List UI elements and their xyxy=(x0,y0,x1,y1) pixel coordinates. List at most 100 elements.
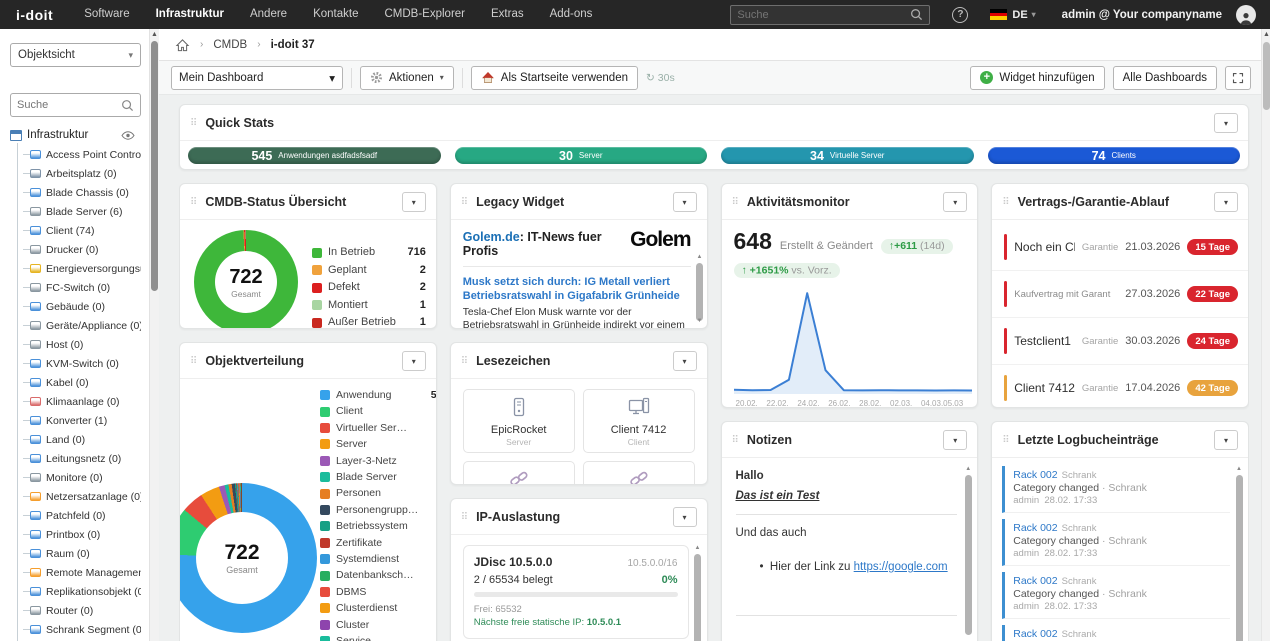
legend-item-in-betrieb[interactable]: In Betrieb 716 99% xyxy=(312,244,436,262)
legend-item-server[interactable]: Server 30 4% xyxy=(320,436,436,452)
tree-item-netzersatzanlage-0[interactable]: Netzersatzanlage (0) xyxy=(16,487,141,506)
legend-item-defekt[interactable]: Defekt 2 <1% xyxy=(312,279,436,297)
legend-item-service[interactable]: Service 1 <1% xyxy=(320,633,436,641)
legend-item-blade-server[interactable]: Blade Server 6 <1% xyxy=(320,469,436,485)
nav-item-cmdb-explorer[interactable]: CMDB-Explorer xyxy=(384,8,465,20)
tree-item-kabel-0[interactable]: Kabel (0) xyxy=(16,373,141,392)
drag-handle-icon[interactable]: ⠿ xyxy=(731,196,739,208)
log-object-link[interactable]: Rack 002 xyxy=(1013,628,1058,640)
legend-item-systemdienst[interactable]: Systemdienst 1 <1% xyxy=(320,551,436,567)
sidebar-scrollbar[interactable]: ▲ xyxy=(150,29,159,641)
tree-item-remote-management-c[interactable]: Remote Management C… xyxy=(16,563,141,582)
log-object-link[interactable]: Rack 002 xyxy=(1013,575,1058,587)
quickstat-pill-server[interactable]: 30 Server xyxy=(454,147,707,164)
legend-item-clusterdienst[interactable]: Clusterdienst 1 <1% xyxy=(320,600,436,616)
nav-item-andere[interactable]: Andere xyxy=(249,8,288,20)
drag-handle-icon[interactable]: ⠿ xyxy=(460,511,469,523)
widget-menu-button[interactable]: ▾ xyxy=(672,351,697,371)
object-view-select[interactable]: Objektsicht ▾ xyxy=(10,43,141,67)
tree-item-schrank-segment-0[interactable]: Schrank Segment (0) xyxy=(16,620,141,639)
page-scrollbar-thumb[interactable] xyxy=(1263,42,1270,110)
tree-item-host-0[interactable]: Host (0) xyxy=(16,335,141,354)
scroll-up-icon[interactable]: ▲ xyxy=(151,31,158,38)
nav-item-kontakte[interactable]: Kontakte xyxy=(313,8,359,20)
tree-item-land-0[interactable]: Land (0) xyxy=(16,430,141,449)
avatar[interactable] xyxy=(1236,4,1256,25)
tree-item-router-0[interactable]: Router (0) xyxy=(16,601,141,620)
legend-item-virtueller-ser[interactable]: Virtueller Ser… 34 5% xyxy=(320,420,436,436)
tree-item-blade-server-6[interactable]: Blade Server (6) xyxy=(16,202,141,221)
sidebar-search-input[interactable] xyxy=(17,99,121,111)
bookmark-google[interactable]: Google google.com xyxy=(582,461,695,484)
widget-menu-button[interactable]: ▾ xyxy=(943,192,968,212)
home-icon[interactable] xyxy=(175,38,190,52)
widget-menu-button[interactable]: ▾ xyxy=(1214,192,1238,212)
eye-icon[interactable] xyxy=(121,130,135,140)
widget-menu-button[interactable]: ▾ xyxy=(1214,430,1238,450)
bookmark-client-7412[interactable]: Client 7412 Client xyxy=(582,389,695,453)
global-search[interactable] xyxy=(730,4,931,25)
nav-item-software[interactable]: Software xyxy=(84,8,130,20)
set-startpage-button[interactable]: Als Startseite verwenden xyxy=(470,65,638,90)
dashboard-select[interactable]: Mein Dashboard ▾ xyxy=(171,65,343,90)
log-object-link[interactable]: Rack 002 xyxy=(1013,469,1058,481)
sidebar-search[interactable] xyxy=(10,93,141,117)
contract-row-client-7412[interactable]: Client 7412 Garantie 17.04.2026 42 Tage xyxy=(992,365,1248,407)
notes-scrollbar[interactable]: ▲ xyxy=(964,466,972,641)
legend-item-cluster[interactable]: Cluster 1 <1% xyxy=(320,617,436,633)
legend-item-dbms[interactable]: DBMS 1 <1% xyxy=(320,584,436,600)
tree-item-printbox-0[interactable]: Printbox (0) xyxy=(16,525,141,544)
help-icon[interactable]: ? xyxy=(952,6,969,23)
bookmark-epicrocket[interactable]: EpicRocket Server xyxy=(462,389,575,453)
legend-item-zertifikate[interactable]: Zertifikate 1 <1% xyxy=(320,535,436,551)
quickstat-pill-virtuelle-server[interactable]: 34 Virtuelle Server xyxy=(721,147,974,164)
quickstat-pill-clients[interactable]: 74 Clients xyxy=(987,147,1240,164)
tree-item-monitore-0[interactable]: Monitore (0) xyxy=(16,468,141,487)
tree-item-konverter-1[interactable]: Konverter (1) xyxy=(16,411,141,430)
drag-handle-icon[interactable]: ⠿ xyxy=(190,355,198,367)
all-dashboards-button[interactable]: Alle Dashboards xyxy=(1112,65,1217,90)
widget-menu-button[interactable]: ▾ xyxy=(401,351,426,371)
widget-menu-button[interactable]: ▾ xyxy=(672,507,697,527)
legend-item-datenbanksch[interactable]: Datenbanksch… 1 <1% xyxy=(320,567,436,583)
tree-item-klimaanlage-0[interactable]: Klimaanlage (0) xyxy=(16,392,141,411)
tree-item-energieversorgungsunte[interactable]: Energieversorgungsunte… xyxy=(16,259,141,278)
tree-item-drucker-0[interactable]: Drucker (0) xyxy=(16,240,141,259)
add-widget-button[interactable]: + Widget hinzufügen xyxy=(970,65,1105,90)
legend-item-anwendung[interactable]: Anwendung 545 75% xyxy=(320,387,436,403)
logbook-scrollbar[interactable]: ▲ xyxy=(1235,466,1243,641)
tree-item-patchfeld-0[interactable]: Patchfeld (0) xyxy=(16,506,141,525)
user-menu[interactable]: admin @ Your companyname xyxy=(1061,8,1222,21)
legend-item-client[interactable]: Client 74 10% xyxy=(320,403,436,419)
widget-menu-button[interactable]: ▾ xyxy=(672,192,697,212)
ip-subnet-card-jdisc-10-5-0-0[interactable]: JDisc 10.5.0.0 10.5.0.0/16 2 / 65534 beleg… xyxy=(462,545,689,639)
ip-scrollbar[interactable]: ▲ xyxy=(694,545,702,641)
tree-item-blade-chassis-0[interactable]: Blade Chassis (0) xyxy=(16,183,141,202)
actions-button[interactable]: Aktionen ▾ xyxy=(360,65,454,90)
drag-handle-icon[interactable]: ⠿ xyxy=(460,355,469,367)
legend-item-betriebssystem[interactable]: Betriebssystem 2 <1% xyxy=(320,518,436,534)
tree-item-client-74[interactable]: Client (74) xyxy=(16,221,141,240)
tree-item-geb-ude-0[interactable]: Gebäude (0) xyxy=(16,297,141,316)
legend-item-geplant[interactable]: Geplant 2 <1% xyxy=(312,262,436,280)
legend-item-personen[interactable]: Personen 5 <1% xyxy=(320,485,436,501)
tree-item-access-point-controller-0[interactable]: Access Point Controller (0) xyxy=(16,145,141,164)
drag-handle-icon[interactable]: ⠿ xyxy=(190,117,198,129)
legend-item-montiert[interactable]: Montiert 1 <1% xyxy=(312,297,436,315)
sidebar-scrollbar-thumb[interactable] xyxy=(151,41,158,291)
widget-menu-button[interactable]: ▾ xyxy=(401,192,426,212)
tree-root-infrastruktur[interactable]: Infrastruktur xyxy=(10,129,141,141)
golem-feed-link[interactable]: Golem.de xyxy=(462,230,520,244)
global-search-input[interactable] xyxy=(737,8,911,21)
nav-item-extras[interactable]: Extras xyxy=(491,8,524,20)
google-link[interactable]: https://google.com xyxy=(853,561,948,573)
quickstat-pill-anwendungen-asdfadsfsadf[interactable]: 545 Anwendungen asdfadsfsadf xyxy=(188,147,441,164)
tree-item-ger-te-appliance-0[interactable]: Geräte/Appliance (0) xyxy=(16,316,141,335)
fullscreen-button[interactable] xyxy=(1225,65,1251,90)
news-article-link[interactable]: Musk setzt sich durch: IG Metall verlier… xyxy=(462,276,680,303)
language-selector[interactable]: DE ▾ xyxy=(990,9,1036,21)
